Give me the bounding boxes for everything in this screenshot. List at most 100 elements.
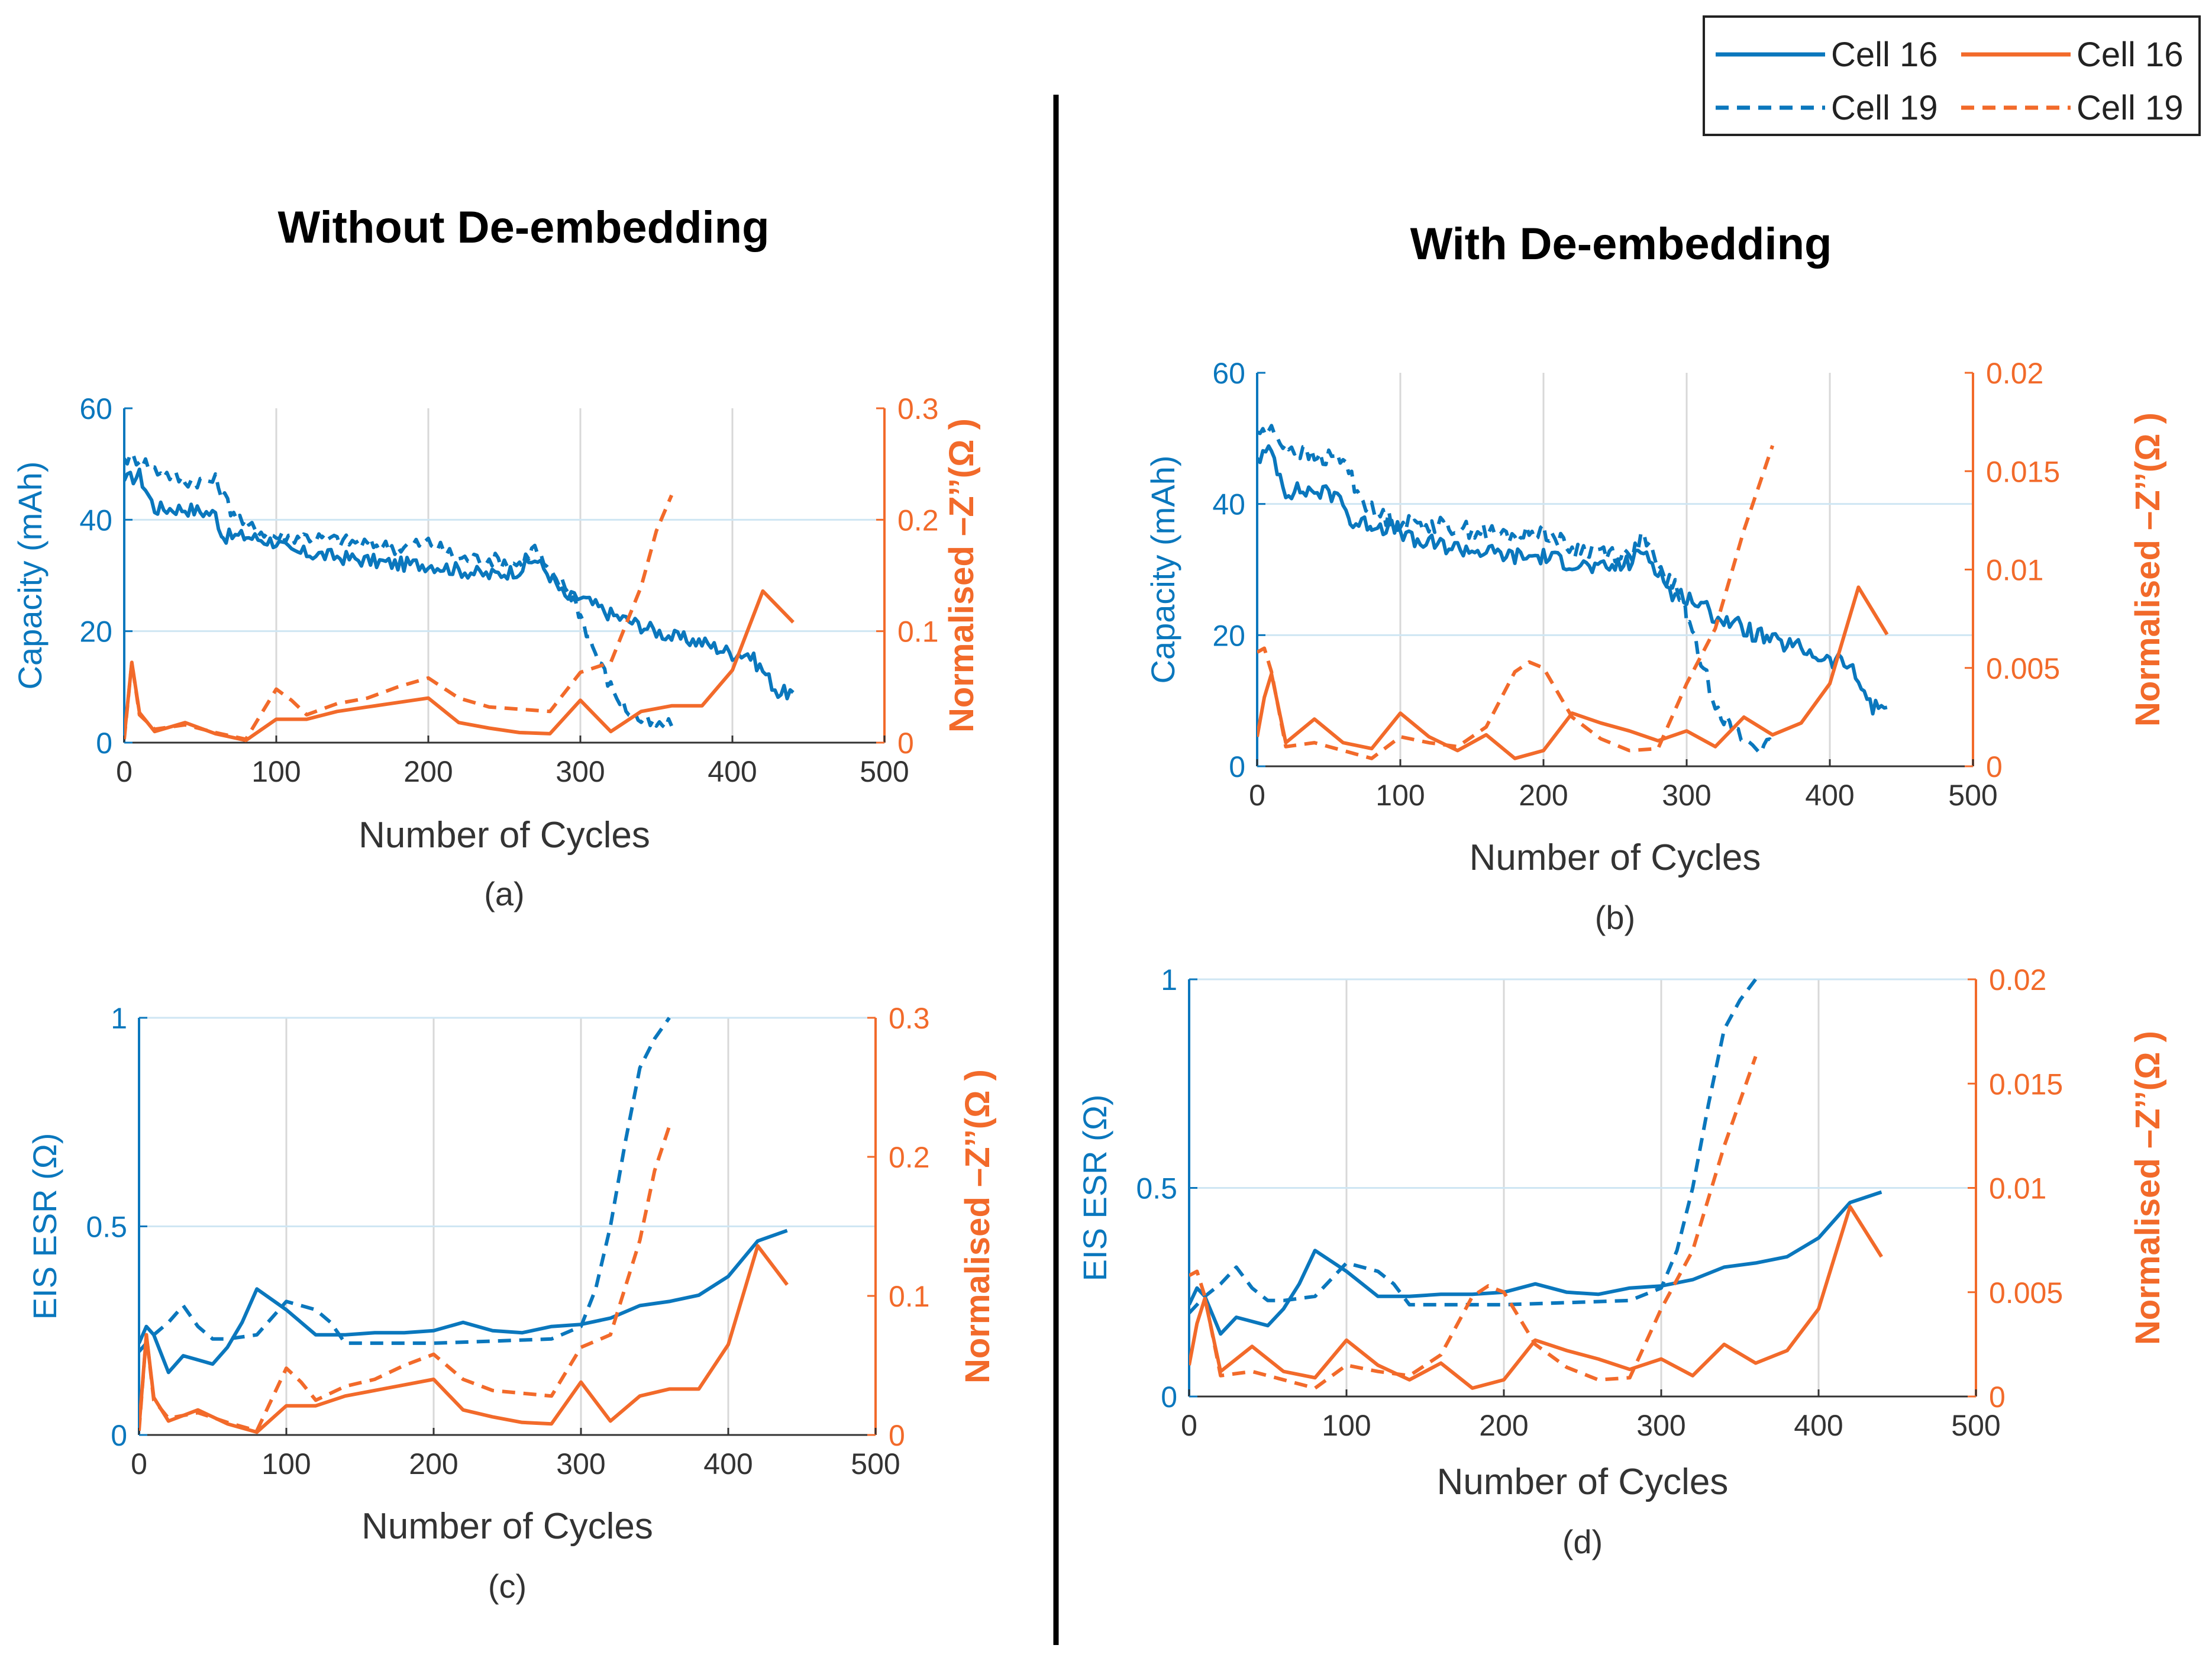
x-tick-label: 200 [403, 755, 453, 788]
y-right-axis-label: Normalised –Z’’(Ω ) [2129, 1031, 2167, 1345]
x-tick-label: 500 [1948, 779, 1997, 812]
y-left-tick-label: 0.5 [1136, 1172, 1177, 1205]
y-left-tick-label: 40 [1212, 488, 1245, 521]
x-tick-label: 300 [1636, 1409, 1685, 1442]
legend-box [1703, 15, 2201, 136]
panel-caption: (a) [484, 875, 524, 912]
x-tick-label: 400 [708, 755, 757, 788]
series-line-cell16-left-solid [139, 1228, 788, 1375]
series-line-cell16-right-solid [1257, 585, 1889, 760]
heading-left: Without De-embedding [278, 202, 770, 253]
panel-caption: (d) [1562, 1523, 1603, 1560]
panel-a: 0 100 200 300 400 500020406000.10.20.3Number … [11, 392, 981, 912]
y-left-tick-label: 1 [111, 1002, 127, 1035]
y-left-axis-label: Capacity (mAh) [1144, 456, 1181, 684]
y-left-tick-label: 60 [79, 392, 112, 425]
x-tick-label: 300 [556, 1447, 605, 1481]
y-right-tick-label: 0.015 [1989, 1067, 2063, 1101]
panel-b: 0 100 200 300 400 500020406000.0050.010.0150.… [1144, 357, 2167, 936]
legend-label-cell19-orange: Cell 19 [2077, 89, 2184, 127]
y-right-tick-label: 0.2 [889, 1141, 930, 1174]
y-left-tick-label: 0 [111, 1419, 127, 1452]
y-right-tick-label: 0.005 [1986, 652, 2060, 685]
legend-label-cell16-orange: Cell 16 [2077, 36, 2184, 74]
y-right-tick-label: 0.1 [889, 1280, 930, 1313]
x-tick-label: 400 [703, 1447, 753, 1481]
x-tick-label: 500 [851, 1447, 900, 1481]
y-left-tick-label: 40 [79, 504, 112, 537]
x-tick-label: 100 [1375, 779, 1425, 812]
y-right-tick-label: 0 [1989, 1381, 2006, 1414]
series-line-cell19-right-dashed [124, 494, 673, 741]
series-line-cell16-left-solid [124, 467, 795, 701]
y-right-axis-label: Normalised –Z’’(Ω ) [942, 418, 981, 733]
series-line-cell19-left-dashed [1189, 978, 1757, 1315]
series-line-cell19-left-dashed [124, 451, 673, 730]
series-line-cell19-right-dashed [1257, 445, 1775, 760]
series-line-cell16-right-solid [1189, 1205, 1883, 1390]
panel-caption: (c) [488, 1568, 527, 1605]
x-tick-label: 300 [1662, 779, 1711, 812]
y-right-tick-label: 0 [897, 727, 914, 760]
y-right-axis-label: Normalised –Z’’(Ω ) [2129, 412, 2167, 727]
y-right-tick-label: 0.1 [897, 615, 939, 649]
x-tick-label: 0 [1181, 1409, 1197, 1442]
heading-right: With De-embedding [1410, 219, 1832, 269]
x-tick-label: 400 [1794, 1409, 1843, 1442]
y-right-tick-label: 0 [1986, 750, 2003, 783]
y-right-tick-label: 0.01 [1986, 554, 2043, 587]
y-right-tick-label: 0 [889, 1419, 905, 1452]
y-right-tick-label: 0.02 [1986, 357, 2043, 390]
y-left-axis-label: EIS ESR (Ω) [26, 1133, 63, 1320]
y-left-tick-label: 0 [1229, 750, 1245, 783]
x-tick-label: 200 [1479, 1409, 1528, 1442]
y-left-tick-label: 20 [1212, 619, 1245, 652]
panel-caption: (b) [1595, 899, 1635, 936]
series-line-cell19-right-dashed [139, 1125, 671, 1433]
x-tick-label: 400 [1805, 779, 1854, 812]
y-right-tick-label: 0.01 [1989, 1172, 2046, 1205]
y-right-tick-label: 0.3 [897, 392, 939, 425]
y-right-tick-label: 0.015 [1986, 455, 2060, 488]
y-left-tick-label: 20 [79, 615, 112, 649]
y-left-axis-label: EIS ESR (Ω) [1076, 1095, 1113, 1282]
y-right-tick-label: 0.02 [1989, 963, 2046, 996]
series-line-cell19-right-dashed [1189, 1056, 1758, 1390]
series-line-cell16-left-solid [1189, 1190, 1882, 1336]
x-tick-label: 500 [860, 755, 909, 788]
y-left-tick-label: 0 [96, 727, 112, 760]
y-right-tick-label: 0.2 [897, 504, 939, 537]
y-right-tick-label: 0.005 [1989, 1276, 2063, 1310]
y-left-tick-label: 0.5 [86, 1211, 127, 1244]
y-left-tick-label: 1 [1161, 963, 1177, 996]
legend-label-cell19-blue: Cell 19 [1831, 89, 1938, 127]
y-left-tick-label: 0 [1161, 1381, 1177, 1414]
x-tick-label: 0 [131, 1447, 147, 1481]
panel-d: 0 100 200 300 400 50000.5100.0050.010.0150.02… [1076, 963, 2167, 1560]
x-axis-label: Number of Cycles [359, 815, 650, 856]
x-tick-label: 0 [116, 755, 133, 788]
legend-label-cell16-blue: Cell 16 [1831, 36, 1938, 74]
series-line-cell19-left-dashed [139, 1017, 671, 1353]
x-tick-label: 100 [1322, 1409, 1371, 1442]
x-axis-label: Number of Cycles [361, 1506, 653, 1547]
x-tick-label: 300 [556, 755, 605, 788]
x-tick-label: 200 [409, 1447, 458, 1481]
y-left-axis-label: Capacity (mAh) [11, 462, 49, 690]
x-tick-label: 500 [1951, 1409, 2000, 1442]
x-tick-label: 100 [251, 755, 301, 788]
x-tick-label: 0 [1249, 779, 1265, 812]
x-axis-label: Number of Cycles [1437, 1462, 1729, 1502]
series-line-cell16-left-solid [1257, 444, 1888, 716]
series-line-cell19-left-dashed [1257, 424, 1775, 755]
series-line-cell16-right-solid [139, 1244, 789, 1434]
x-tick-label: 200 [1519, 779, 1568, 812]
y-left-tick-label: 60 [1212, 357, 1245, 390]
series-line-cell16-right-solid [124, 589, 795, 743]
legend: Cell 16 Cell 16 Cell 19 Cell 19 [1703, 15, 2201, 136]
y-right-axis-label: Normalised –Z’’(Ω ) [958, 1069, 997, 1383]
y-right-tick-label: 0.3 [889, 1002, 930, 1035]
